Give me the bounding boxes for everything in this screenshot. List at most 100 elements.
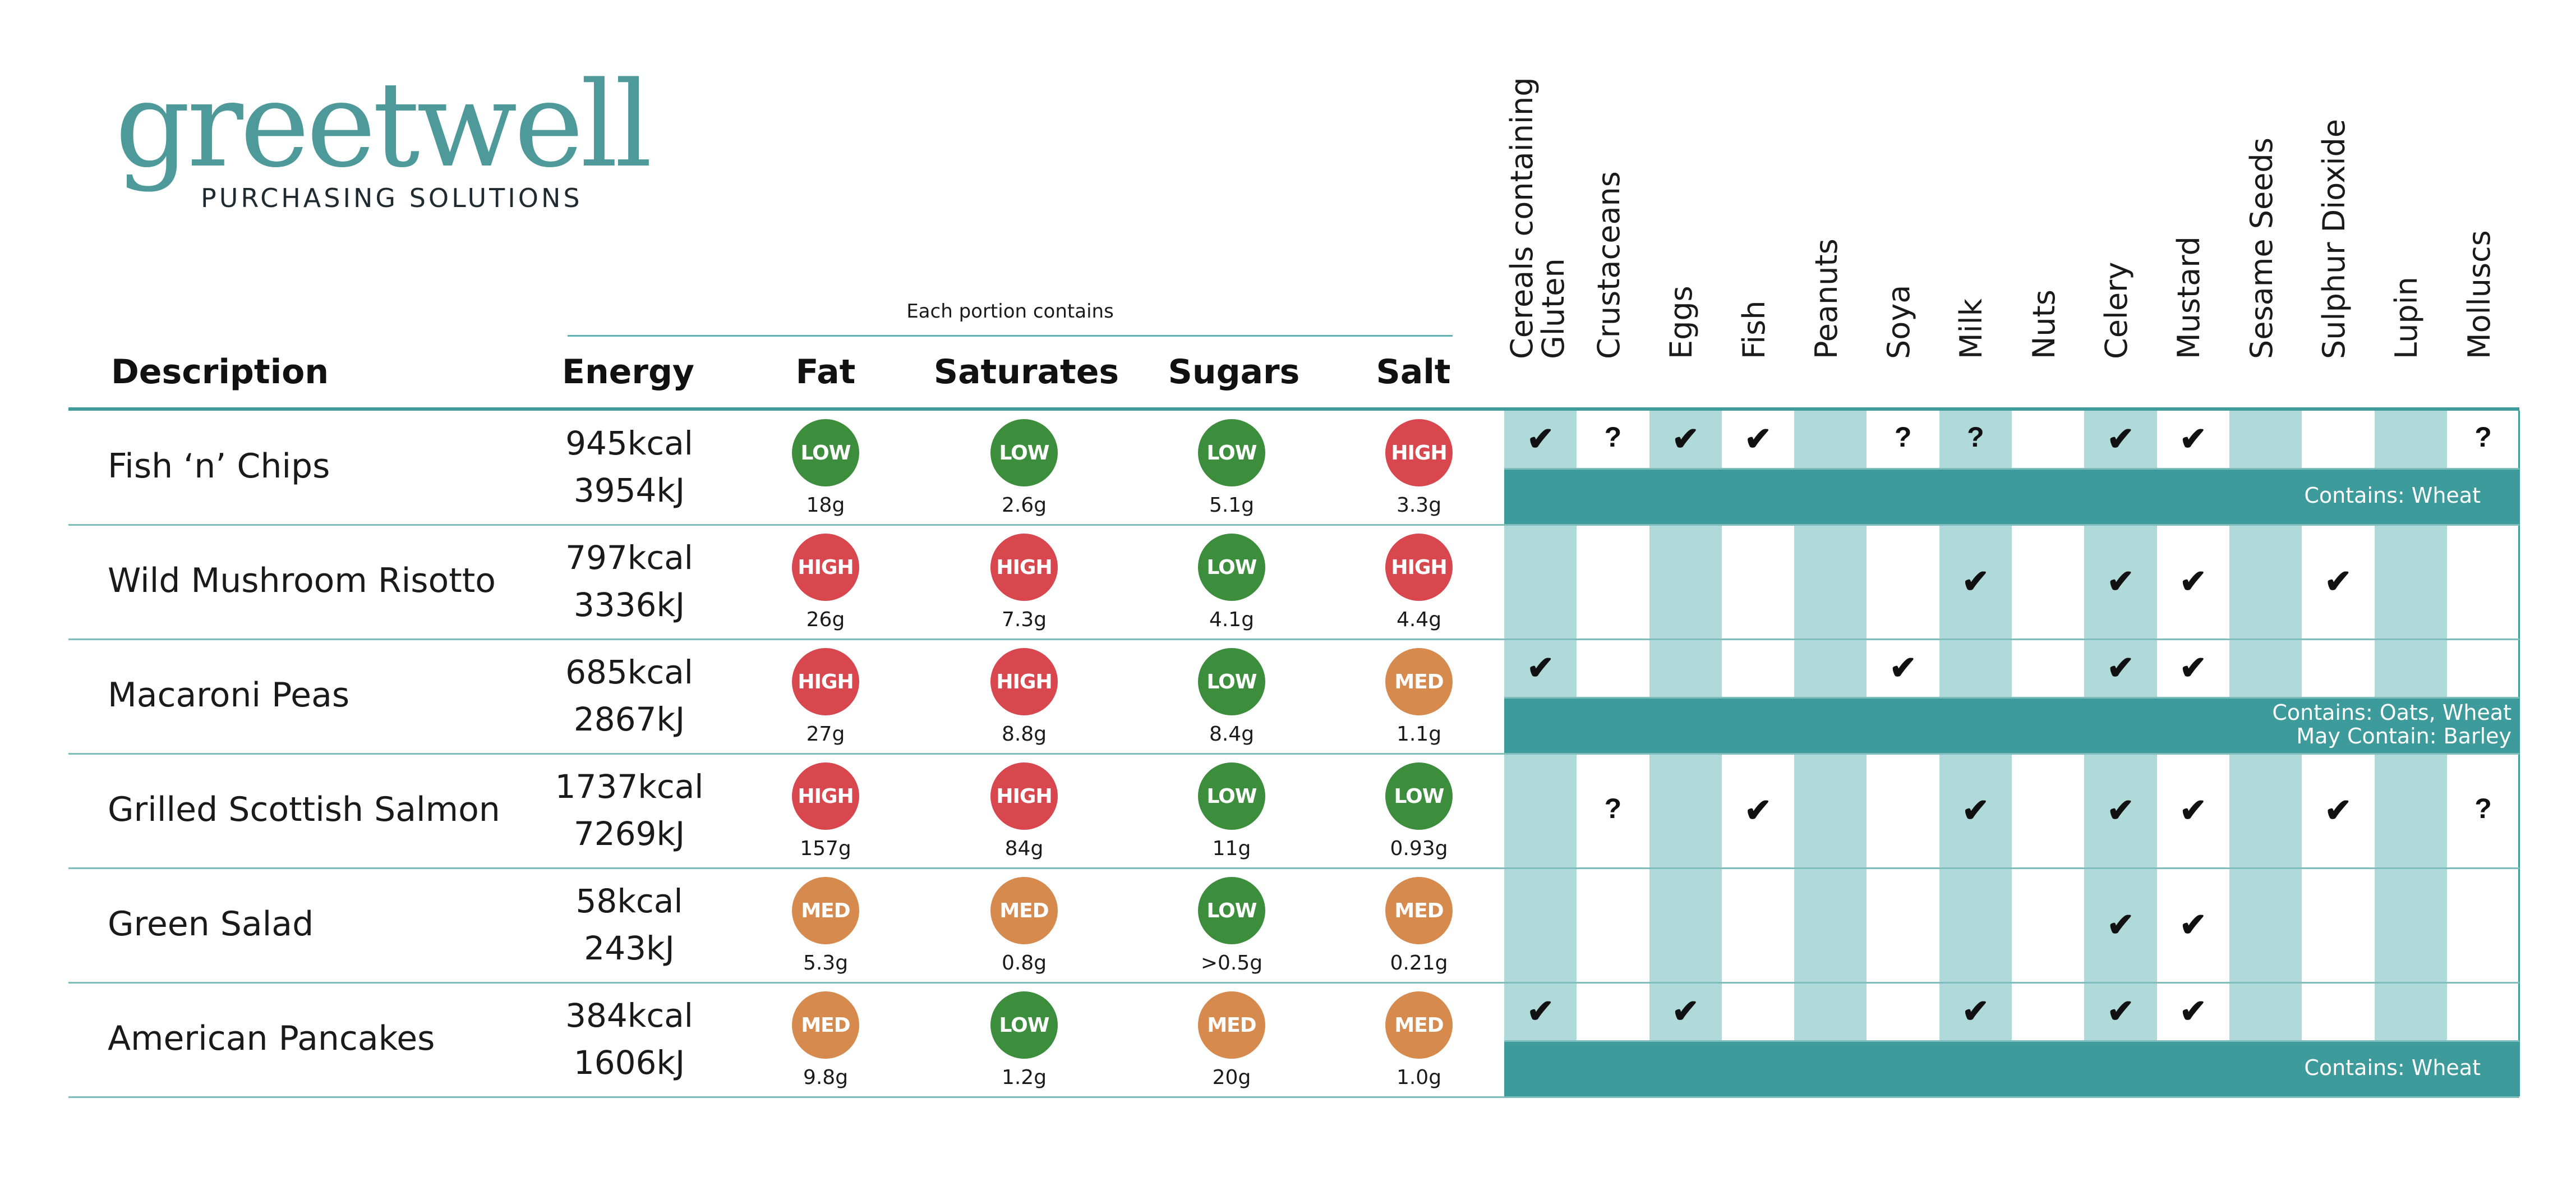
nutrient-level-badge: MED	[1385, 648, 1453, 715]
contains-check-icon: ✔	[2179, 792, 2207, 829]
nutrient-level-badge: MED	[1385, 877, 1453, 944]
nutrient-amount: 5.1g	[1209, 494, 1255, 517]
allergen-note-bar: Contains: Wheat	[1504, 1040, 2520, 1096]
contains-check-icon: ✔	[2107, 650, 2135, 686]
contains-check-icon: ✔	[1962, 993, 1989, 1030]
allergen-header: Eggs	[1653, 45, 1699, 359]
allergen-header-label: Peanuts	[1809, 238, 1845, 359]
allergen-note-text: Contains: Oats, Wheat	[2272, 700, 2512, 725]
nutrient-amount: 1.2g	[1001, 1066, 1047, 1089]
nutrient-amount: 0.8g	[1001, 952, 1047, 975]
nutrient-amount: 8.8g	[1001, 723, 1047, 746]
allergen-header-label: Celery	[2099, 261, 2135, 359]
nutrient-level-badge: MED	[792, 877, 859, 944]
allergen-header: Lupin	[2378, 45, 2425, 359]
allergen-header: Molluscs	[2451, 45, 2497, 359]
nutrient-amount: 4.1g	[1209, 608, 1255, 631]
allergen-note-text: May Contain: Barley	[2296, 724, 2512, 748]
contains-check-icon: ✔	[1527, 421, 1554, 457]
nutrient-amount: 20g	[1212, 1066, 1251, 1089]
allergen-header-label: Mustard	[2171, 236, 2207, 359]
nutrient-amount: 27g	[806, 723, 845, 746]
nutrient-level-badge: HIGH	[792, 534, 859, 601]
row-rule	[1504, 638, 2519, 640]
nutrient-level-badge: MED	[792, 991, 859, 1059]
row-rule	[68, 753, 1504, 755]
allergen-header-label: Sulphur Dioxide	[2316, 118, 2352, 359]
nutrient-level-badge: LOW	[990, 419, 1058, 486]
allergen-header-label: Molluscs	[2461, 230, 2497, 359]
energy-kcal: 945kcal	[565, 424, 693, 462]
nutrient-level-badge: LOW	[1198, 648, 1265, 715]
nutrient-level-badge: HIGH	[1385, 534, 1453, 601]
nutrient-level-badge: LOW	[1198, 534, 1265, 601]
contains-check-icon: ✔	[2179, 650, 2207, 686]
allergen-header-label: Fish	[1736, 300, 1772, 360]
dish-name: Green Salad	[108, 904, 314, 944]
energy-kj: 3336kJ	[573, 586, 685, 624]
may-contain-icon: ?	[2474, 793, 2492, 824]
allergen-header-label: Lupin	[2389, 277, 2425, 359]
energy-kcal: 58kcal	[575, 882, 683, 920]
nutrient-level-badge: MED	[1385, 991, 1453, 1059]
contains-check-icon: ✔	[2179, 907, 2207, 943]
may-contain-icon: ?	[1894, 421, 1912, 453]
contains-check-icon: ✔	[2179, 993, 2207, 1030]
allergen-header: Mustard	[2160, 45, 2207, 359]
allergen-header: Sulphur Dioxide	[2306, 45, 2352, 359]
nutrient-level-badge: HIGH	[990, 648, 1058, 715]
logo-wordmark: greetwell	[115, 56, 652, 194]
contains-check-icon: ✔	[2324, 792, 2352, 829]
row-rule	[1504, 867, 2519, 869]
contains-check-icon: ✔	[2107, 563, 2135, 600]
contains-check-icon: ✔	[1527, 650, 1554, 686]
header-saturates: Saturates	[933, 352, 1119, 392]
header-energy: Energy	[561, 352, 695, 392]
nutrient-amount: 7.3g	[1001, 608, 1047, 631]
header-sugars: Sugars	[1168, 352, 1300, 392]
may-contain-icon: ?	[1967, 421, 1984, 453]
portion-divider	[568, 335, 1453, 337]
row-rule	[1504, 982, 2519, 984]
allergen-note-text: Contains: Wheat	[2304, 483, 2481, 508]
contains-check-icon: ✔	[1671, 421, 1699, 457]
contains-check-icon: ✔	[2107, 907, 2135, 943]
dish-name: Grilled Scottish Salmon	[108, 790, 500, 829]
nutrient-level-badge: LOW	[1198, 877, 1265, 944]
allergen-header: Cereals containing Gluten	[1497, 45, 1571, 359]
allergen-header: Fish	[1726, 45, 1772, 360]
may-contain-icon: ?	[1604, 421, 1622, 453]
nutrient-amount: 9.8g	[803, 1066, 849, 1089]
contains-check-icon: ✔	[2107, 993, 2135, 1030]
allergen-header: Nuts	[2016, 45, 2062, 359]
nutrient-level-badge: HIGH	[792, 762, 859, 830]
nutrient-level-badge: MED	[990, 877, 1058, 944]
row-rule	[1504, 697, 2519, 699]
header-fat: Fat	[795, 352, 856, 392]
allergen-note-text: Contains: Wheat	[2304, 1055, 2481, 1081]
nutrient-amount: 3.3g	[1396, 494, 1442, 517]
row-rule	[68, 638, 1504, 640]
energy-kj: 1606kJ	[573, 1044, 685, 1082]
energy-kj: 3954kJ	[573, 471, 685, 509]
row-rule	[68, 867, 1504, 869]
nutrient-amount: 5.3g	[803, 952, 849, 975]
row-rule	[1504, 1096, 2519, 1098]
energy-kcal: 384kcal	[565, 996, 693, 1035]
allergen-header-label: Cereals containing Gluten	[1504, 77, 1571, 359]
nutrient-amount: 26g	[806, 608, 845, 631]
header-description: Description	[111, 352, 329, 392]
nutrient-amount: 11g	[1212, 837, 1251, 860]
contains-check-icon: ✔	[2107, 421, 2135, 457]
nutrient-amount: >0.5g	[1200, 952, 1263, 975]
allergen-header-label: Sesame Seeds	[2243, 137, 2279, 359]
nutrient-amount: 18g	[806, 494, 845, 517]
allergen-header-label: Crustaceans	[1591, 171, 1627, 359]
nutrient-level-badge: HIGH	[792, 648, 859, 715]
may-contain-icon: ?	[1604, 793, 1622, 824]
allergen-header-label: Milk	[1953, 298, 1989, 359]
energy-kcal: 685kcal	[565, 653, 693, 691]
contains-check-icon: ✔	[1671, 993, 1699, 1030]
energy-kj: 243kJ	[584, 929, 675, 967]
allergen-header-label: Nuts	[2026, 290, 2062, 359]
